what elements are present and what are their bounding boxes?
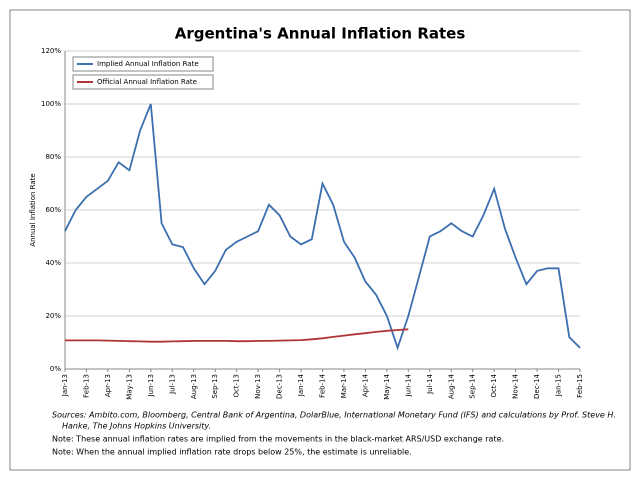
y-tick-label: 60%	[45, 206, 61, 214]
y-tick-label: 20%	[45, 312, 61, 320]
y-tick-label: 80%	[45, 153, 61, 161]
x-tick-label: Apr-14	[361, 373, 369, 397]
x-tick-label: Feb-15	[576, 374, 584, 398]
x-tick-label: Sep-14	[469, 373, 477, 398]
legend-label: Official Annual Inflation Rate	[97, 78, 197, 86]
x-tick-label: Aug-13	[190, 374, 198, 399]
x-tick-label: Nov-13	[254, 374, 262, 399]
x-tick-label: Oct-13	[233, 374, 241, 398]
legend-box	[72, 56, 214, 72]
note: Sources: Ambito.com, Bloomberg, Central …	[52, 411, 616, 420]
x-tick-label: Dec-13	[276, 374, 284, 399]
x-tick-label: Mar-14	[340, 373, 348, 398]
x-tick-label: Dec-14	[533, 373, 541, 399]
x-tick-label: Jan-14	[297, 373, 305, 397]
y-tick-label: 40%	[45, 259, 61, 267]
x-tick-label: May-14	[383, 373, 391, 399]
x-tick-label: Oct-14	[490, 373, 498, 397]
series-line	[65, 328, 409, 343]
x-tick-label: Feb-13	[82, 374, 90, 398]
x-tick-label: Apr-13	[104, 374, 112, 397]
x-tick-label: Jul-14	[426, 373, 434, 394]
y-tick-label: 120%	[41, 47, 61, 55]
x-tick-label: Jun-14	[404, 373, 412, 397]
x-tick-label: Feb-14	[319, 373, 327, 397]
x-tick-label: Jun-13	[147, 374, 155, 397]
note: Note: When the annual implied inflation …	[52, 448, 412, 457]
chart-title: Argentina's Annual Inflation Rates	[175, 25, 466, 43]
legend-label: Implied Annual Inflation Rate	[97, 60, 199, 68]
x-tick-label: Aug-14	[447, 373, 455, 399]
x-tick-label: May-13	[125, 374, 133, 400]
x-tick-label: Nov-14	[512, 373, 520, 398]
legend-box	[72, 74, 214, 90]
x-tick-label: Jul-13	[168, 374, 176, 395]
x-tick-label: Jan-13	[61, 374, 69, 397]
y-tick-label: 0%	[50, 365, 61, 373]
y-tick-label: 100%	[41, 100, 61, 108]
note: Note: These annual inflation rates are i…	[52, 435, 504, 444]
y-axis-label: Annual Inflation Rate	[29, 173, 37, 246]
x-tick-label: Sep-13	[211, 374, 219, 399]
x-tick-label: Jan-15	[555, 374, 563, 397]
series-line	[64, 103, 581, 351]
note: Hanke, The Johns Hopkins University.	[62, 422, 211, 431]
